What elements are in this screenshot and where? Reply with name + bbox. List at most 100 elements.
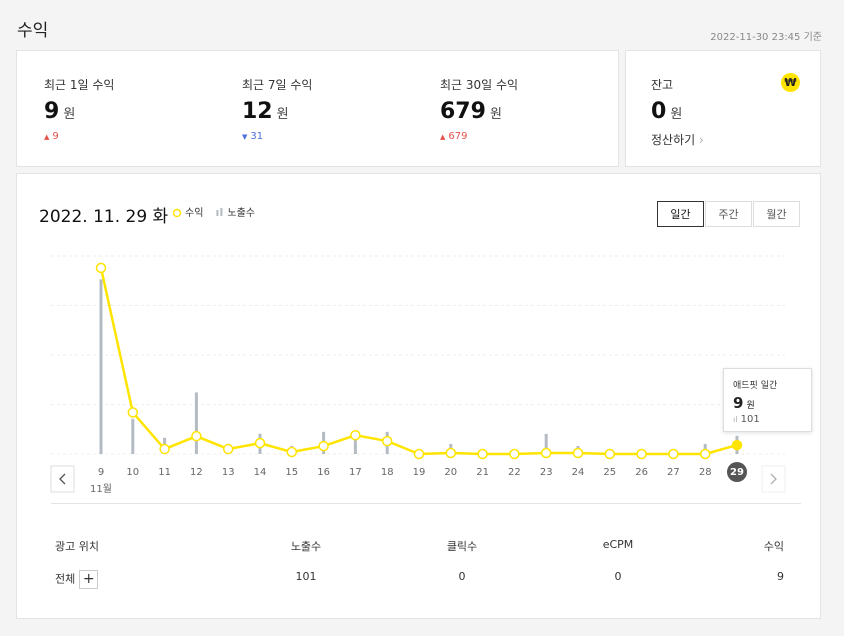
x-tick-label: 21 <box>476 467 489 478</box>
x-tick-label: 29 <box>730 467 744 478</box>
x-tick-label: 17 <box>349 467 362 478</box>
stat-label: 최근 1일 수익 <box>44 78 115 92</box>
legend-marker <box>220 208 223 216</box>
x-tick-label: 9 <box>98 467 104 478</box>
balance-label: 잔고 <box>651 78 674 92</box>
revenue-point <box>509 448 520 460</box>
revenue-point <box>381 435 393 447</box>
selected-day <box>727 462 747 482</box>
x-tick-label: 14 <box>254 467 267 478</box>
stat-change: 679 <box>440 131 467 142</box>
balance-value: 0 <box>651 99 667 124</box>
nav-arrow <box>59 473 66 485</box>
legend-label: 노출수 <box>227 207 255 219</box>
stat-value: 9 <box>44 99 60 124</box>
revenue-point <box>636 448 647 460</box>
column-header: 클릭수 <box>446 540 478 553</box>
table-cell: 101 <box>295 570 317 583</box>
revenue-point <box>413 448 425 460</box>
table-cell: 0 <box>614 570 622 583</box>
unit: 원 <box>489 107 502 122</box>
revenue-point <box>95 262 107 274</box>
tooltip-impressions: ıl 101 <box>733 414 760 425</box>
nav-box <box>761 465 786 493</box>
unit: 원 <box>63 107 76 122</box>
revenue-point <box>350 429 361 441</box>
table-cell: 0 <box>458 570 466 583</box>
stat-label: 최근 7일 수익 <box>242 78 313 92</box>
stat-value: 12 <box>242 99 273 124</box>
expand-button[interactable]: + <box>79 570 99 589</box>
won-icon: ₩ <box>781 73 800 92</box>
revenue-point <box>318 440 329 452</box>
x-tick-label: 28 <box>699 467 712 478</box>
page-title: 수익 <box>17 21 49 41</box>
stat-value: 679 <box>440 99 486 124</box>
stat-label: 최근 30일 수익 <box>440 78 519 92</box>
legend-marker <box>172 208 182 218</box>
nav-box <box>50 465 75 493</box>
settle-link[interactable]: 정산하기 › <box>651 133 704 147</box>
revenue-point <box>731 439 743 451</box>
nav-button[interactable] <box>761 465 786 493</box>
impression-bar <box>194 392 198 454</box>
legend-marker <box>216 210 219 216</box>
stat-change: 9 <box>44 131 58 142</box>
column-header: 광고 위치 <box>55 540 99 553</box>
chart-title: 2022. 11. 29 화 <box>39 207 169 227</box>
revenue-point <box>572 447 584 459</box>
impression-bar <box>353 432 357 454</box>
x-tick-label: 10 <box>126 467 139 478</box>
month-label: 11월 <box>90 483 112 495</box>
divider <box>51 503 801 504</box>
revenue-point <box>699 448 711 460</box>
revenue-point <box>254 437 266 449</box>
tooltip-impressions-value: 101 <box>740 414 760 425</box>
stat-value-row: 12 원 <box>242 99 289 124</box>
period-tab[interactable]: 월간 <box>753 201 800 227</box>
revenue-point <box>540 447 552 459</box>
revenue-point <box>127 407 139 418</box>
column-header: 노출수 <box>290 540 322 553</box>
x-tick-label: 18 <box>381 467 394 478</box>
nav-button[interactable] <box>50 465 75 493</box>
revenue-point <box>477 448 488 460</box>
period-tab[interactable]: 일간 <box>657 201 704 227</box>
legend-label: 수익 <box>185 207 203 219</box>
column-header: 수익 <box>763 540 784 553</box>
period-tabs: 일간 주간 월간 <box>657 201 802 227</box>
x-tick-label: 11 <box>158 467 171 478</box>
summary-card: 최근 1일 수익9원9최근 7일 수익12원31최근 30일 수익679원679 <box>16 50 619 167</box>
impression-bar <box>99 279 103 454</box>
x-tick-label: 20 <box>444 467 457 478</box>
x-tick-label: 27 <box>667 467 680 478</box>
x-tick-label: 25 <box>603 467 616 478</box>
period-tab[interactable]: 주간 <box>705 201 752 227</box>
settle-text: 정산하기 <box>651 133 696 147</box>
stats-table: 광고 위치 노출수 클릭수 eCPM 수익 전체 + 101 0 0 9 <box>17 534 820 594</box>
revenue-point <box>159 443 170 455</box>
revenue-point <box>445 447 457 459</box>
revenue-point <box>668 448 679 460</box>
x-tick-label: 22 <box>508 467 521 478</box>
unit: 원 <box>746 401 755 411</box>
updated-time: 2022-11-30 23:45 기준 <box>710 32 822 43</box>
x-tick-label: 23 <box>540 467 553 478</box>
chart-card: 2022. 11. 29 화 일간 주간 월간 수익 노출수 9 10 11 12 13 14 15… <box>16 173 821 619</box>
stat-change: 31 <box>242 131 263 142</box>
x-tick-label: 24 <box>572 467 585 478</box>
revenue-point <box>191 430 202 442</box>
stat-value-row: 679 원 <box>440 99 502 124</box>
x-tick-label: 13 <box>222 467 235 478</box>
impression-bar <box>544 433 548 454</box>
revenue-point <box>604 448 616 460</box>
nav-arrow <box>770 473 777 485</box>
table-cell: 9 <box>777 570 784 583</box>
unit: 원 <box>276 107 289 122</box>
revenue-point <box>222 443 234 455</box>
